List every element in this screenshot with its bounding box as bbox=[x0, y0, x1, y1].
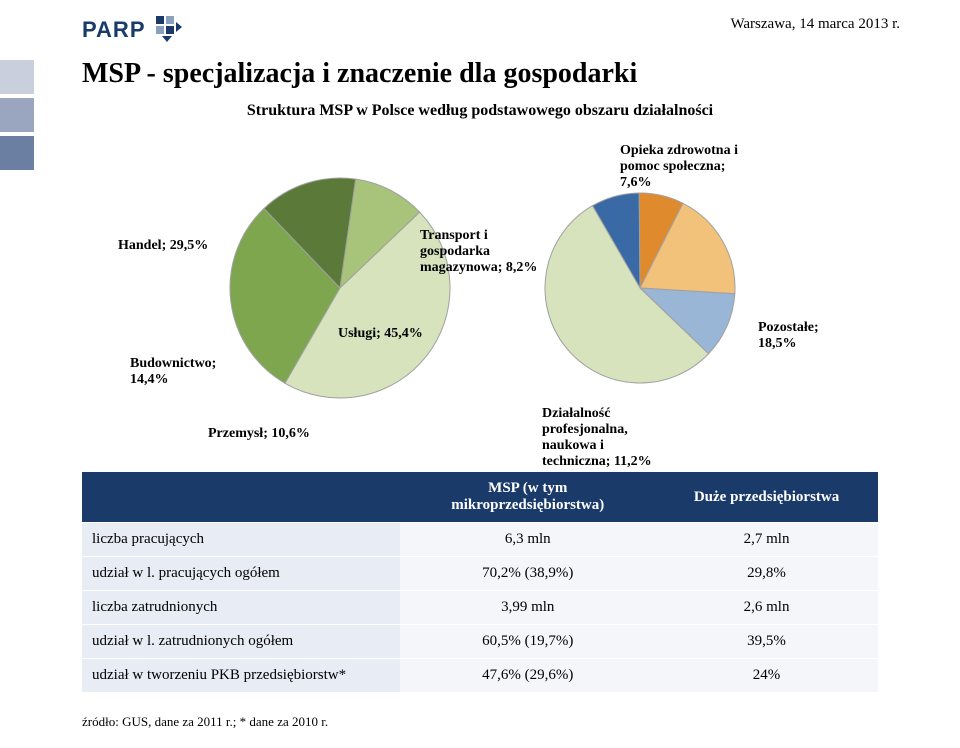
table-row: udział w l. zatrudnionych ogółem60,5% (1… bbox=[82, 625, 878, 659]
sidebar-square bbox=[0, 60, 34, 94]
table-row: liczba pracujących6,3 mln2,7 mln bbox=[82, 523, 878, 557]
table-cell: 2,7 mln bbox=[655, 523, 878, 557]
table-cell: 47,6% (29,6%) bbox=[400, 659, 655, 693]
table-cell: udział w tworzeniu PKB przedsiębiorstw* bbox=[82, 659, 400, 693]
pie-slice-label: Działalność profesjonalna, naukowa i tec… bbox=[542, 406, 652, 470]
logo-icon bbox=[152, 12, 182, 47]
pie-slice-label: Budownictwo; 14,4% bbox=[130, 356, 216, 388]
pie-slice-label: Transport i gospodarka magazynowa; 8,2% bbox=[420, 228, 537, 276]
page: PARP Warszawa, 14 marca 2013 r. MSP - sp… bbox=[0, 0, 960, 748]
pie-slice-label: Pozostałe; 18,5% bbox=[758, 320, 819, 352]
table-cell: 6,3 mln bbox=[400, 523, 655, 557]
table-row: udział w l. pracujących ogółem70,2% (38,… bbox=[82, 557, 878, 591]
pie-slice-label: Usługi; 45,4% bbox=[338, 326, 423, 342]
pie-slice-label: Handel; 29,5% bbox=[118, 238, 208, 254]
logo-text: PARP bbox=[82, 17, 146, 43]
table-cell: liczba zatrudnionych bbox=[82, 591, 400, 625]
table-header-cell: MSP (w tym mikroprzedsiębiorstwa) bbox=[400, 472, 655, 523]
table-row: udział w tworzeniu PKB przedsiębiorstw*4… bbox=[82, 659, 878, 693]
table-cell: 39,5% bbox=[655, 625, 878, 659]
page-title: MSP - specjalizacja i znaczenie dla gosp… bbox=[82, 58, 637, 90]
table-row: liczba zatrudnionych3,99 mln2,6 mln bbox=[82, 591, 878, 625]
pie-slice-label: Przemysł; 10,6% bbox=[208, 426, 310, 442]
table-header-row: MSP (w tym mikroprzedsiębiorstwa) Duże p… bbox=[82, 472, 878, 523]
table-header-cell bbox=[82, 472, 400, 523]
table-cell: liczba pracujących bbox=[82, 523, 400, 557]
table-cell: 29,8% bbox=[655, 557, 878, 591]
table-cell: 2,6 mln bbox=[655, 591, 878, 625]
table-cell: udział w l. pracujących ogółem bbox=[82, 557, 400, 591]
pie-charts-svg bbox=[0, 128, 960, 448]
table-cell: 3,99 mln bbox=[400, 591, 655, 625]
logo: PARP bbox=[82, 12, 182, 47]
table-cell: udział w l. zatrudnionych ogółem bbox=[82, 625, 400, 659]
date: Warszawa, 14 marca 2013 r. bbox=[730, 16, 900, 33]
table-cell: 60,5% (19,7%) bbox=[400, 625, 655, 659]
table-cell: 70,2% (38,9%) bbox=[400, 557, 655, 591]
pie-slice-label: Opieka zdrowotna i pomoc społeczna; 7,6% bbox=[620, 143, 738, 191]
chart-area: Handel; 29,5% Budownictwo; 14,4% Przemysł;… bbox=[0, 128, 960, 448]
table-cell: 24% bbox=[655, 659, 878, 693]
table-header-cell: Duże przedsiębiorstwa bbox=[655, 472, 878, 523]
source-note: źródło: GUS, dane za 2011 r.; * dane za … bbox=[82, 714, 328, 730]
page-subtitle: Struktura MSP w Polsce według podstawowe… bbox=[0, 102, 960, 120]
data-table: MSP (w tym mikroprzedsiębiorstwa) Duże p… bbox=[82, 472, 878, 693]
